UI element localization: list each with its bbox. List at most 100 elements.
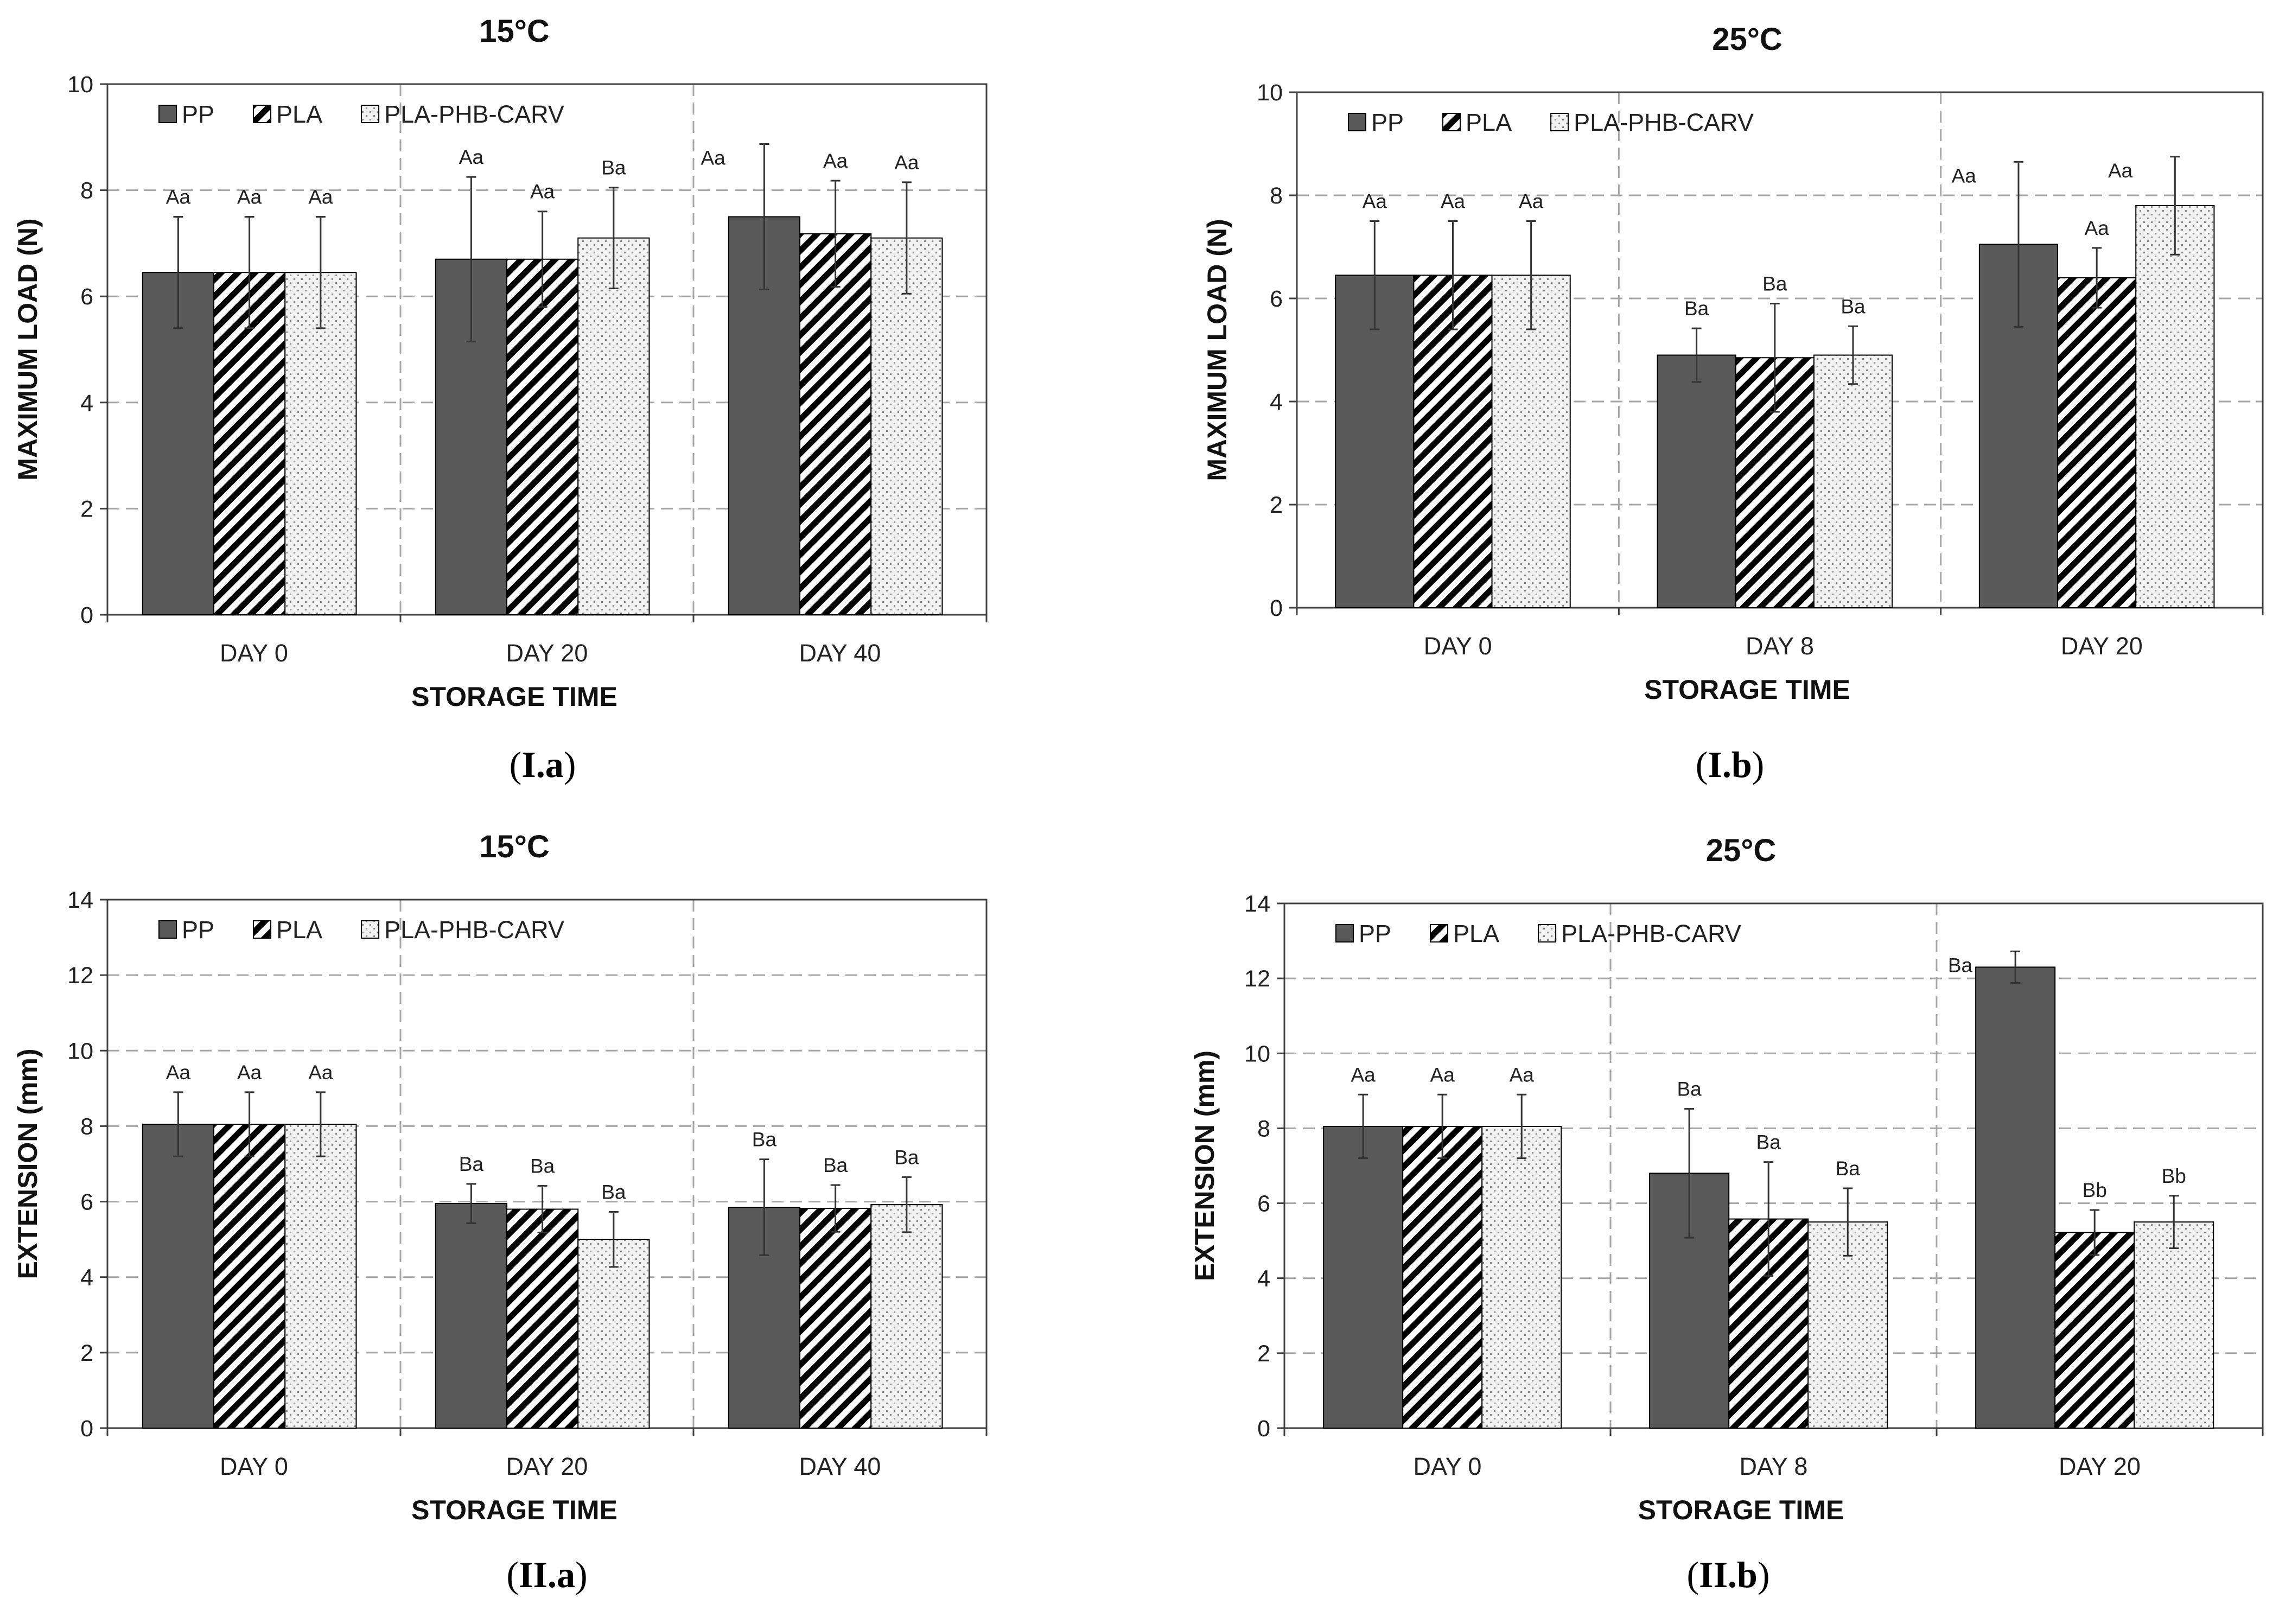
bar-pp (1657, 354, 1736, 608)
y-axis-label: MAXIMUM LOAD (N) (1202, 219, 1232, 481)
bar-carv (284, 1123, 357, 1429)
bar-pla (2054, 1232, 2135, 1429)
bar-carv (577, 237, 650, 615)
significance-label: Aa (1430, 1063, 1455, 1086)
significance-label: Ba (823, 1154, 848, 1176)
legend-swatch (1442, 113, 1461, 131)
panel-caption: (I.b) (1696, 744, 1765, 785)
bar-pp (1975, 966, 2056, 1429)
legend-item-carv: PLA-PHB-CARV (1538, 920, 1741, 947)
y-tick-label: 2 (1270, 492, 1283, 518)
significance-label: Aa (308, 186, 333, 208)
y-tick-label: 4 (80, 1265, 93, 1291)
y-tick-label: 8 (1270, 183, 1283, 209)
legend-swatch (361, 105, 380, 123)
legend-swatch (1335, 924, 1354, 942)
significance-label: Aa (2085, 217, 2110, 239)
legend-swatch (253, 105, 272, 123)
significance-label: Aa (2108, 160, 2133, 182)
legend-swatch (1430, 924, 1449, 942)
chart-title: 15°C (479, 14, 550, 49)
bar-carv (577, 1239, 650, 1429)
chart-panel-1: 0 2 4 6 8 10 Aa Aa Aa DAY 0 Aa Aa Ba DAY 20 Aa Aa Aa DAY … (12, 14, 988, 785)
legend-label: PLA-PHB-CARV (1574, 109, 1754, 136)
y-tick-label: 2 (80, 1340, 93, 1366)
significance-label: Aa (166, 186, 191, 208)
y-tick-label: 8 (1257, 1116, 1270, 1142)
y-tick-label: 6 (80, 284, 93, 310)
x-category-label: DAY 8 (1740, 1453, 1808, 1480)
legend-item-carv: PLA-PHB-CARV (361, 916, 564, 944)
caption-open: ( (1686, 1554, 1699, 1595)
significance-label: Aa (894, 151, 919, 174)
legend-item-pla: PLA (253, 100, 322, 128)
x-category-label: DAY 40 (799, 639, 881, 667)
x-category-label: DAY 0 (1414, 1453, 1482, 1480)
y-tick-label: 10 (67, 1038, 93, 1064)
significance-label: Ba (1762, 273, 1787, 295)
y-tick-label: 10 (1257, 80, 1283, 106)
caption-close: ) (1758, 1554, 1770, 1595)
y-tick-label: 10 (67, 72, 93, 98)
bar-pla (799, 233, 872, 615)
significance-label: Ba (601, 1181, 626, 1203)
y-axis-label: EXTENSION (mm) (12, 1048, 43, 1279)
bar-carv (1813, 354, 1893, 608)
y-tick-label: 12 (1244, 966, 1270, 992)
significance-label: Ba (752, 1129, 777, 1151)
legend-label: PLA-PHB-CARV (1561, 920, 1741, 947)
legend-swatch (253, 920, 272, 939)
caption-close: ) (1752, 744, 1765, 785)
legend-swatch (1550, 113, 1569, 131)
significance-label: Ba (894, 1146, 919, 1168)
significance-label: Ba (530, 1155, 555, 1177)
legend-item-carv: PLA-PHB-CARV (361, 100, 564, 128)
bar-carv (284, 272, 357, 615)
bar-pla (213, 1123, 286, 1429)
y-tick-label: 14 (1244, 891, 1270, 917)
chart-panel-4: 0 2 4 6 8 10 12 14 Aa Aa Aa DAY 0 Ba Ba Ba DAY 8 Ba Bb Bb D… (1189, 833, 2264, 1595)
legend-item-pp: PP (158, 100, 214, 128)
y-tick-label: 2 (80, 496, 93, 522)
legend-label: PLA-PHB-CARV (384, 100, 564, 128)
x-axis-label: STORAGE TIME (1644, 674, 1850, 705)
chart-title: 25°C (1712, 22, 1783, 57)
y-tick-label: 0 (80, 602, 93, 628)
bar-pla (1402, 1125, 1483, 1429)
chart-panel-2: 0 2 4 6 8 10 Aa Aa Aa DAY 0 Ba Ba Ba DAY 8 Aa Aa Aa DAY 2… (1202, 22, 2264, 785)
caption-label: II.b (1699, 1554, 1758, 1595)
y-tick-label: 4 (1270, 389, 1283, 415)
bar-pp (435, 1203, 508, 1429)
panel-caption: (I.a) (510, 744, 576, 785)
bar-pp (1323, 1125, 1404, 1429)
legend-item-pp: PP (1335, 920, 1391, 947)
y-axis-label: MAXIMUM LOAD (N) (12, 218, 43, 480)
bar-carv (870, 1204, 943, 1429)
x-category-label: DAY 0 (1424, 632, 1492, 660)
legend-swatch (158, 105, 177, 123)
significance-label: Aa (530, 181, 555, 203)
significance-label: Bb (2083, 1179, 2107, 1201)
significance-label: Aa (166, 1061, 191, 1084)
legend-item-carv: PLA-PHB-CARV (1550, 109, 1754, 136)
y-tick-label: 8 (80, 178, 93, 204)
bar-carv (2134, 1221, 2214, 1429)
legend-label: PP (1359, 920, 1391, 947)
significance-label: Bb (2162, 1165, 2186, 1187)
significance-label: Ba (1684, 297, 1709, 320)
y-tick-label: 10 (1244, 1041, 1270, 1067)
significance-label: Ba (1677, 1078, 1702, 1100)
y-tick-label: 4 (80, 390, 93, 416)
legend-label: PLA (1466, 109, 1512, 136)
y-tick-label: 0 (1257, 1416, 1270, 1442)
legend-item-pla: PLA (1442, 109, 1512, 136)
significance-label: Aa (1351, 1063, 1376, 1086)
significance-label: Aa (237, 1061, 262, 1084)
legend-item-pla: PLA (1430, 920, 1499, 947)
legend-label: PP (1371, 109, 1404, 136)
panel-caption: (II.b) (1686, 1554, 1769, 1595)
significance-label: Ba (601, 157, 626, 179)
caption-label: I.b (1708, 744, 1752, 785)
bar-pla (506, 1208, 579, 1429)
